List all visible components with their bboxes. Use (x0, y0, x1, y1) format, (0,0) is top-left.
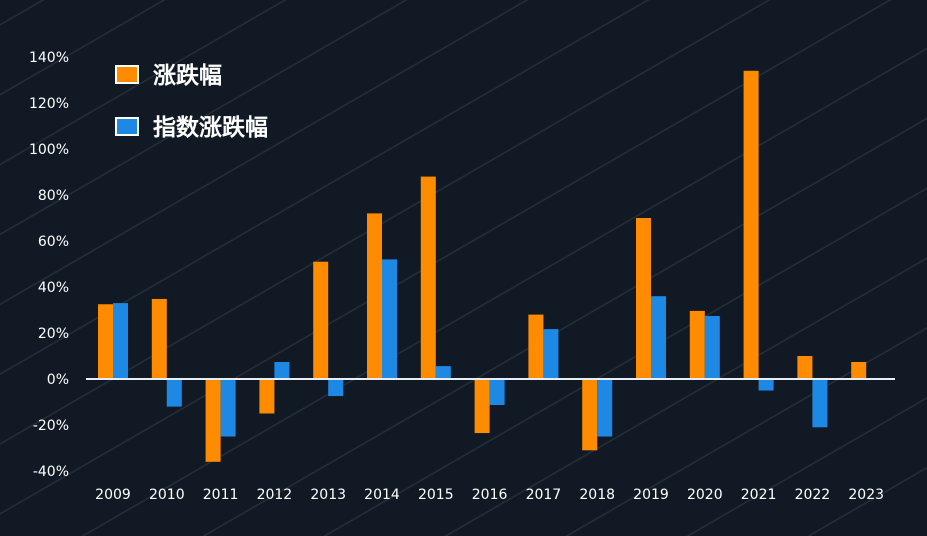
x-tick-label: 2019 (633, 487, 669, 503)
x-tick-label: 2012 (257, 487, 293, 503)
bar-change-2019 (636, 218, 651, 379)
x-tick-label: 2021 (741, 487, 777, 503)
bar-change-2016 (474, 379, 490, 434)
bar-index-change-2015 (435, 366, 451, 379)
legend-swatch (115, 117, 139, 136)
bar-change-2013 (313, 261, 329, 379)
legend-label: 涨跌幅 (153, 63, 222, 89)
bar-change-2010 (151, 298, 167, 379)
x-tick-label: 2016 (472, 487, 508, 503)
x-tick-label: 2015 (418, 487, 454, 503)
bar-index-change-2012 (274, 361, 290, 379)
y-tick-label: 0% (47, 372, 69, 388)
bar-index-change-2009 (113, 303, 128, 379)
bar-index-change-2010 (166, 379, 182, 407)
bar-index-change-2011 (220, 379, 236, 437)
bar-index-change-2021 (758, 379, 774, 391)
bar-change-2023 (851, 361, 867, 379)
bar-change-2018 (582, 379, 598, 451)
x-tick-label: 2013 (310, 487, 346, 503)
x-tick-label: 2018 (579, 487, 615, 503)
y-tick-label: 20% (38, 326, 69, 342)
bar-change-2011 (205, 379, 221, 462)
x-tick-label: 2023 (848, 487, 884, 503)
bar-index-change-2014 (382, 259, 397, 379)
x-tick-label: 2010 (149, 487, 185, 503)
x-tick-label: 2022 (795, 487, 831, 503)
x-tick-label: 2009 (95, 487, 131, 503)
bar-index-change-2022 (812, 379, 828, 428)
y-tick-label: 80% (38, 188, 69, 204)
bar-index-change-2020 (704, 315, 720, 379)
bar-index-change-2017 (543, 329, 559, 379)
legend-label: 指数涨跌幅 (153, 115, 268, 141)
bar-change-2022 (797, 356, 813, 379)
bar-index-change-2018 (597, 379, 613, 437)
bar-change-2017 (528, 314, 544, 379)
bar-change-2014 (367, 213, 382, 379)
bar-index-change-2019 (651, 296, 666, 379)
x-tick-label: 2020 (687, 487, 723, 503)
x-tick-label: 2011 (203, 487, 239, 503)
y-tick-label: 140% (29, 50, 69, 66)
y-tick-label: 120% (29, 96, 69, 112)
bar-change-2012 (259, 379, 275, 414)
y-tick-label: 100% (29, 142, 69, 158)
bar-change-2020 (689, 310, 705, 379)
bar-change-2009 (98, 304, 113, 379)
bar-index-change-2013 (328, 379, 344, 397)
y-tick-label: -20% (33, 418, 69, 434)
y-tick-label: -40% (33, 464, 69, 480)
bar-change-2015 (420, 176, 436, 379)
legend-swatch (115, 65, 139, 84)
x-tick-label: 2014 (364, 487, 400, 503)
x-tick-label: 2017 (526, 487, 562, 503)
bar-change-2021 (743, 70, 759, 380)
y-tick-label: 40% (38, 280, 69, 296)
y-tick-label: 60% (38, 234, 69, 250)
bar-index-change-2016 (489, 379, 505, 405)
